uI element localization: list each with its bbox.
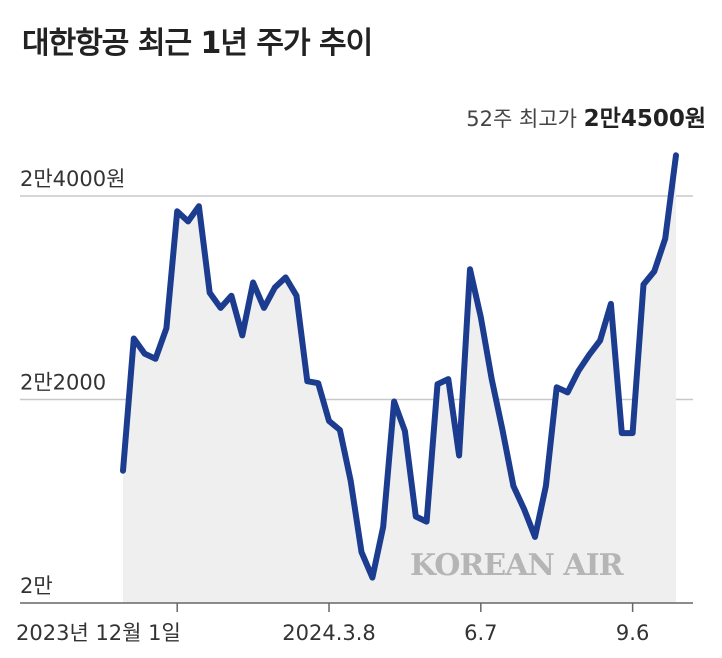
- y-tick-labels: 2만 2만2000 2만4000원: [20, 167, 125, 598]
- high-annotation-label: 52주 최고가 2만4500원: [466, 106, 706, 132]
- price-line: [120, 152, 679, 581]
- high-annotation: 52주 최고가 2만4500원: [466, 106, 706, 132]
- price-area-fill: [123, 155, 676, 604]
- y-tick-label: 2만: [20, 574, 53, 598]
- x-tick-label: 2023년 12월 1일: [16, 621, 181, 645]
- x-tick-label: 9.6: [616, 621, 649, 645]
- high-annotation-value: 2만4500원: [584, 106, 706, 132]
- x-tick-label: 2024.3.8: [282, 621, 376, 645]
- y-tick-label: 2만2000: [20, 371, 106, 395]
- x-tick-label: 6.7: [464, 621, 497, 645]
- chart-title: 대한항공 최근 1년 주가 추이: [22, 26, 373, 61]
- high-annotation-prefix: 52주 최고가: [466, 107, 583, 131]
- y-tick-label: 2만4000원: [20, 167, 125, 191]
- watermark-text: KOREAN AIR: [410, 548, 625, 583]
- korean-air-watermark: KOREAN AIR: [410, 548, 626, 583]
